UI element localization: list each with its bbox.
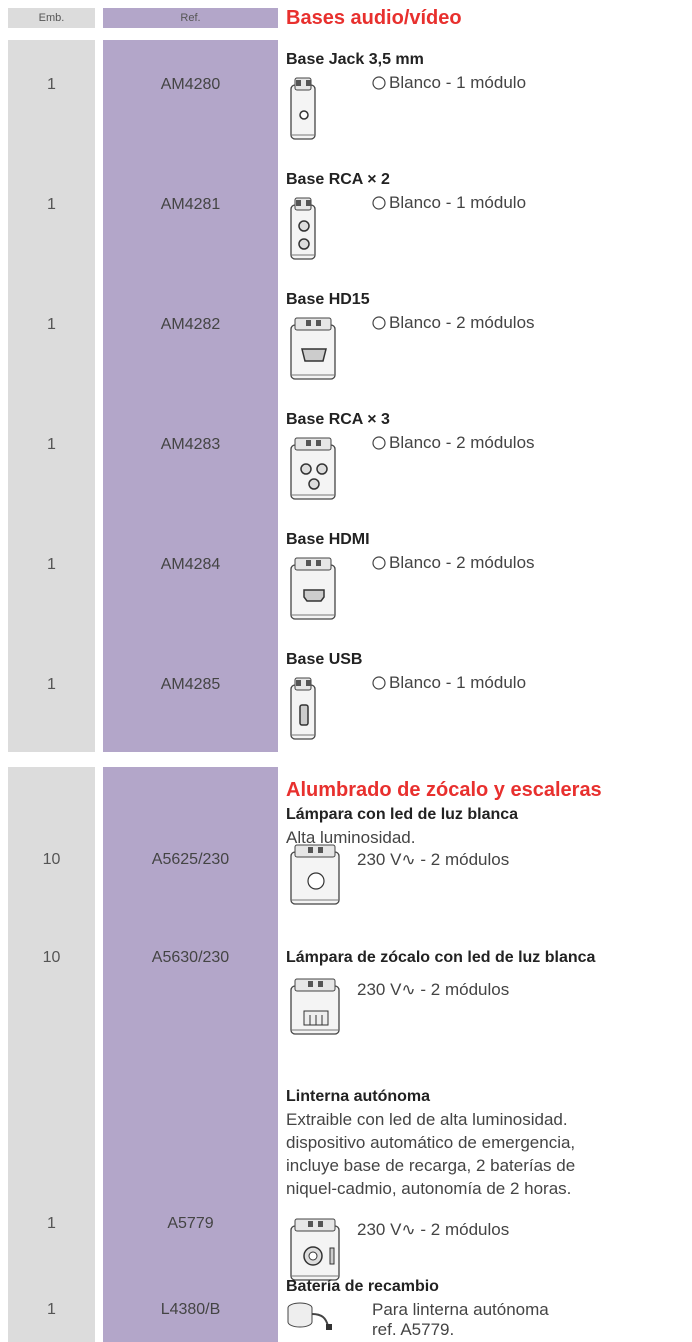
emb: 10 [42, 851, 61, 868]
ref: AM4284 [160, 556, 221, 573]
product-icon [290, 844, 340, 905]
finish-circle [372, 556, 386, 570]
emb: 1 [47, 1215, 56, 1232]
product-spec: Blanco - 2 módulos [389, 313, 535, 332]
product-spec: 230 V∿ - 2 módulos [357, 1220, 510, 1239]
product-name: Base Jack 3,5 mm [286, 51, 424, 68]
ref: L4380/B [160, 1301, 221, 1318]
emb: 1 [47, 196, 56, 213]
emb: 1 [47, 676, 56, 693]
product-icon [290, 557, 336, 620]
emb: 1 [47, 436, 56, 453]
ref: AM4281 [160, 196, 221, 213]
emb: 1 [47, 316, 56, 333]
emb: 10 [42, 949, 61, 966]
header-ref: Ref. [180, 12, 201, 24]
product-description: dispositivo automático de emergencia, [286, 1133, 576, 1152]
emb-column [8, 40, 95, 752]
finish-circle [372, 196, 386, 210]
product-name: Lámpara de zócalo con led de luz blanca [286, 949, 596, 966]
emb: 1 [47, 1301, 56, 1318]
product-icon [290, 77, 316, 140]
product-spec: ref. A5779. [372, 1320, 455, 1339]
emb-column [8, 767, 95, 1342]
product-spec: Blanco - 1 módulo [389, 673, 527, 692]
ref: AM4282 [160, 316, 221, 333]
product-name: Base USB [286, 651, 363, 668]
ref: AM4283 [160, 436, 221, 453]
product-icon [290, 677, 316, 740]
ref-column [103, 40, 278, 752]
ref: AM4280 [160, 76, 221, 93]
header-ref-bg [103, 8, 278, 28]
header-emb: Emb. [38, 12, 65, 24]
product-spec: Para linterna autónoma [372, 1300, 549, 1319]
ref: A5625/230 [151, 851, 230, 868]
ref: AM4285 [160, 676, 221, 693]
product-description: niquel-cadmio, autonomía de 2 horas. [286, 1179, 572, 1198]
header-emb-bg [8, 8, 95, 28]
ref-column [103, 767, 278, 1342]
finish-circle [372, 76, 386, 90]
product-icon [290, 197, 316, 260]
product-icon [287, 1302, 332, 1330]
product-spec: Blanco - 2 módulos [389, 433, 535, 452]
product-description: incluye base de recarga, 2 baterías de [286, 1156, 576, 1175]
product-spec: Blanco - 1 módulo [389, 73, 527, 92]
product-icon [290, 437, 336, 500]
emb: 1 [47, 556, 56, 573]
product-name: Base RCA × 2 [286, 171, 390, 188]
ref: A5779 [167, 1215, 214, 1232]
product-icon [290, 317, 336, 380]
product-name: Lámpara con led de luz blanca [286, 806, 519, 823]
product-description: Alta luminosidad. [286, 828, 416, 847]
emb: 1 [47, 76, 56, 93]
product-name: Batería de recambio [286, 1278, 439, 1295]
product-spec: 230 V∿ - 2 módulos [357, 980, 510, 999]
product-name: Linterna autónoma [286, 1088, 431, 1105]
product-icon [290, 978, 340, 1035]
product-name: Base RCA × 3 [286, 411, 390, 428]
product-spec: Blanco - 1 módulo [389, 193, 527, 212]
product-spec: 230 V∿ - 2 módulos [357, 850, 510, 869]
product-icon [290, 1218, 340, 1281]
section-title: Bases audio/vídeo [286, 7, 462, 29]
finish-circle [372, 676, 386, 690]
product-spec: Blanco - 2 módulos [389, 553, 535, 572]
product-description: Extraible con led de alta luminosidad. [286, 1110, 568, 1129]
section-title: Alumbrado de zócalo y escaleras [286, 779, 602, 801]
product-name: Base HD15 [286, 291, 370, 308]
finish-circle [372, 316, 386, 330]
product-name: Base HDMI [286, 531, 370, 548]
finish-circle [372, 436, 386, 450]
ref: A5630/230 [151, 949, 230, 966]
